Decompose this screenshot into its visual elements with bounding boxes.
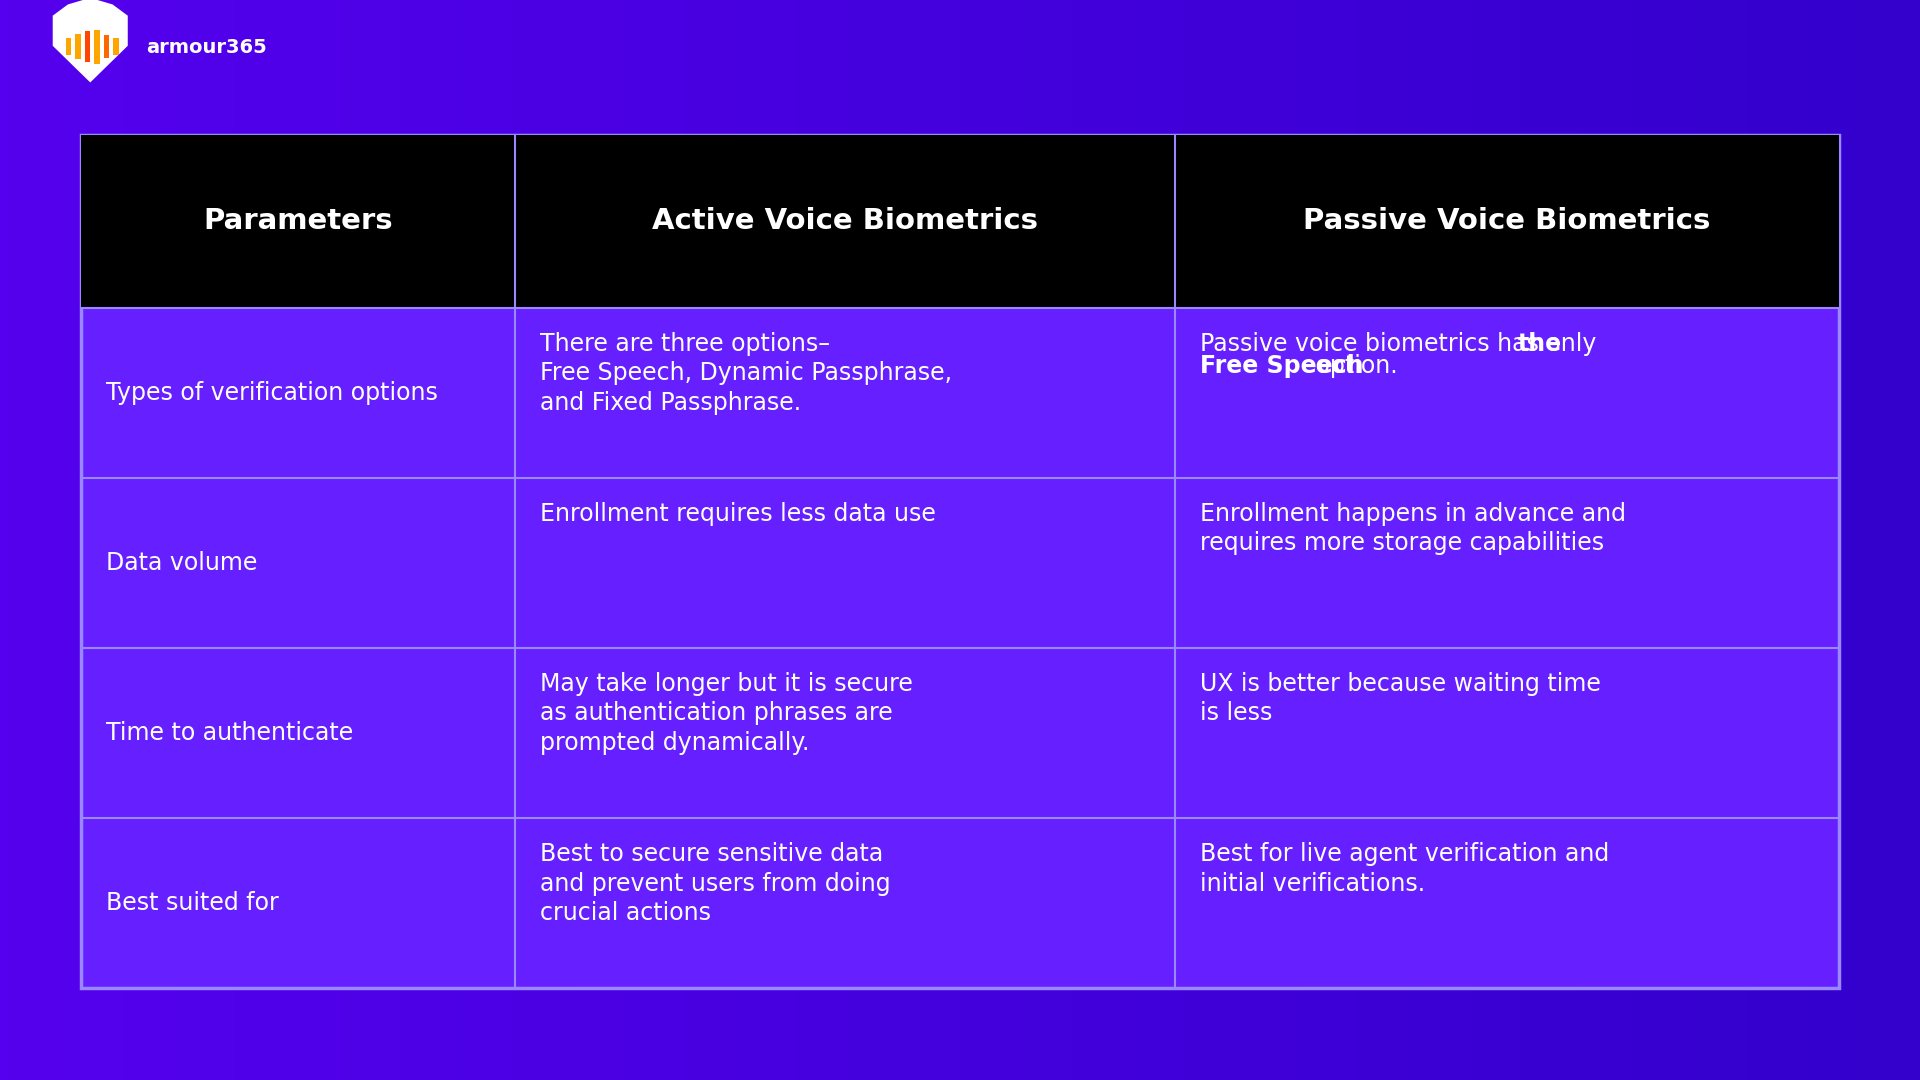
Text: Enrollment requires less data use: Enrollment requires less data use (540, 501, 935, 526)
FancyBboxPatch shape (65, 38, 71, 55)
Text: Best suited for: Best suited for (106, 891, 278, 915)
FancyBboxPatch shape (81, 135, 1839, 988)
Text: Types of verification options: Types of verification options (106, 381, 438, 405)
Text: Best for live agent verification and
initial verifications.: Best for live agent verification and ini… (1200, 842, 1609, 895)
Text: Free Speech: Free Speech (1200, 353, 1363, 378)
Text: Time to authenticate: Time to authenticate (106, 721, 353, 745)
Text: Active Voice Biometrics: Active Voice Biometrics (651, 207, 1039, 235)
Polygon shape (60, 2, 90, 75)
Text: Parameters: Parameters (204, 207, 394, 235)
Text: There are three options–
Free Speech, Dynamic Passphrase,
and Fixed Passphrase.: There are three options– Free Speech, Dy… (540, 332, 952, 415)
FancyBboxPatch shape (84, 31, 90, 62)
Text: Best to secure sensitive data
and prevent users from doing
crucial actions: Best to secure sensitive data and preven… (540, 842, 891, 926)
FancyBboxPatch shape (75, 35, 81, 59)
Text: armour365: armour365 (146, 38, 267, 57)
Text: May take longer but it is secure
as authentication phrases are
prompted dynamica: May take longer but it is secure as auth… (540, 672, 912, 755)
Text: the: the (1517, 332, 1561, 355)
Text: Enrollment happens in advance and
requires more storage capabilities: Enrollment happens in advance and requir… (1200, 501, 1626, 555)
FancyBboxPatch shape (113, 39, 119, 55)
FancyBboxPatch shape (94, 29, 100, 64)
Polygon shape (54, 0, 127, 81)
Text: UX is better because waiting time
is less: UX is better because waiting time is les… (1200, 672, 1601, 726)
FancyBboxPatch shape (81, 135, 1839, 308)
Text: option.: option. (1308, 353, 1398, 378)
Text: Passive Voice Biometrics: Passive Voice Biometrics (1304, 207, 1711, 235)
Text: Passive voice biometrics has only: Passive voice biometrics has only (1200, 332, 1603, 355)
FancyBboxPatch shape (104, 35, 109, 58)
Text: Data volume: Data volume (106, 551, 257, 575)
